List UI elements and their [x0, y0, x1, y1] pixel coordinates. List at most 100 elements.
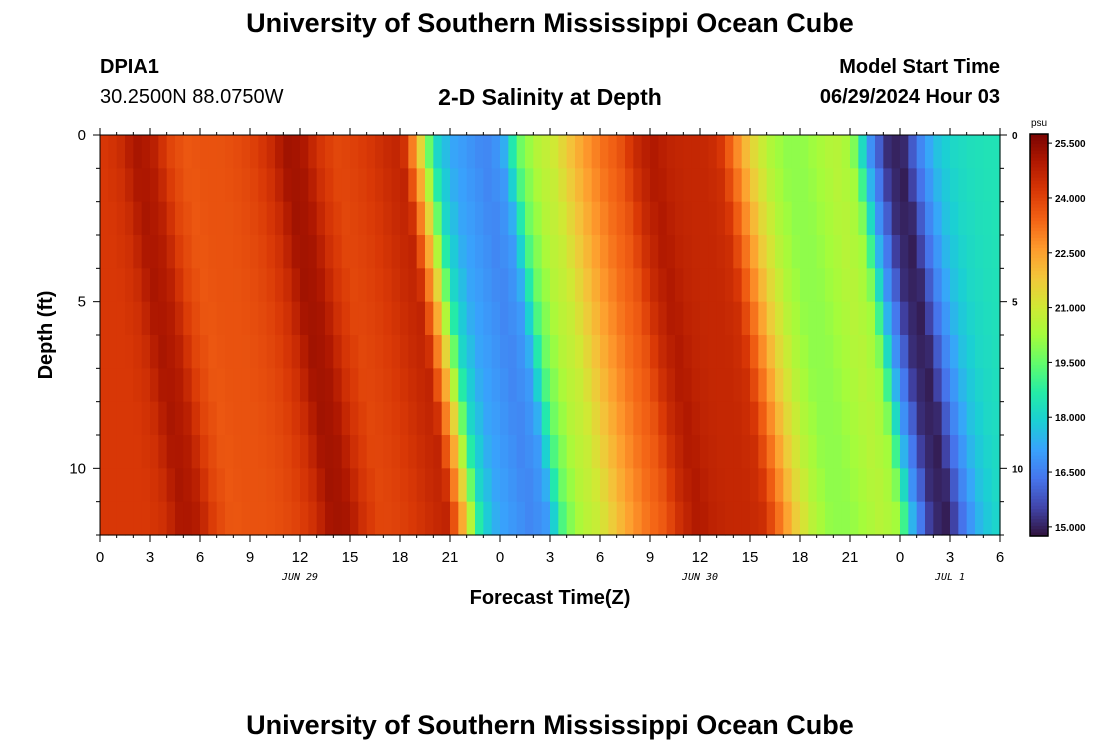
- heatmap-cell: [525, 168, 534, 203]
- x-tick-label: 21: [442, 549, 459, 566]
- heatmap-cell: [783, 135, 793, 169]
- heatmap-cell: [950, 201, 959, 236]
- heatmap-cell: [200, 268, 209, 303]
- heatmap-cell: [625, 335, 634, 369]
- heatmap-cell: [425, 168, 434, 203]
- colorbar-segment: [1030, 432, 1048, 437]
- heatmap-cell: [616, 401, 626, 436]
- heatmap-cell: [308, 501, 318, 536]
- heatmap-cell: [866, 168, 876, 203]
- colorbar-segment: [1030, 140, 1048, 145]
- salinity-heatmap-chart: 0 3 6 9 12 15 18 21 0 3 6 9 12 15 18 21 0 3 6 JUN 29 JUN 30 J…: [35, 118, 1086, 609]
- heatmap-cell: [816, 301, 826, 336]
- colorbar-tick-label: 22.500: [1055, 249, 1086, 260]
- heatmap-cell: [600, 201, 609, 236]
- heatmap-cell: [416, 401, 426, 436]
- heatmap-cell: [733, 168, 743, 203]
- heatmap-cell: [800, 401, 809, 436]
- heatmap-cell: [650, 335, 659, 369]
- heatmap-cell: [350, 401, 359, 436]
- heatmap-cell: [725, 401, 734, 436]
- heatmap-cell: [591, 301, 601, 336]
- heatmap-cell: [175, 335, 184, 369]
- heatmap-cell: [566, 435, 576, 469]
- heatmap-cell: [200, 368, 209, 403]
- heatmap-cell: [566, 401, 576, 436]
- x-tick-label: 18: [392, 549, 409, 566]
- heatmap-cell: [258, 135, 268, 169]
- heatmap-cell: [825, 168, 834, 203]
- heatmap-cell: [175, 268, 184, 303]
- x-tick-label: 21: [842, 549, 859, 566]
- heatmap-cell: [141, 368, 151, 403]
- heatmap-cell: [150, 135, 159, 169]
- heatmap-cell: [691, 468, 701, 503]
- heatmap-cell: [533, 401, 543, 436]
- heatmap-cell: [941, 401, 951, 436]
- heatmap-cell: [408, 468, 418, 503]
- heatmap-cell: [908, 435, 918, 469]
- heatmap-cell: [983, 501, 993, 536]
- heatmap-cell: [233, 201, 243, 236]
- heatmap-cell: [883, 301, 893, 336]
- heatmap-cell: [191, 401, 201, 436]
- heatmap-cell: [916, 135, 926, 169]
- heatmap-cell: [283, 468, 293, 503]
- heatmap-cell: [791, 201, 801, 236]
- heatmap-cell: [575, 135, 584, 169]
- heatmap-cell: [425, 335, 434, 369]
- heatmap-cell: [516, 501, 526, 536]
- heatmap-cell: [766, 168, 776, 203]
- heatmap-cell: [550, 268, 559, 303]
- heatmap-cell: [575, 168, 584, 203]
- heatmap-cell: [691, 135, 701, 169]
- heatmap-cell: [808, 435, 818, 469]
- heatmap-cell: [783, 235, 793, 269]
- heatmap-cell: [125, 235, 134, 269]
- heatmap-cell: [350, 135, 359, 169]
- colorbar-segment: [1030, 385, 1048, 390]
- heatmap-cell: [633, 135, 643, 169]
- heatmap-cell: [700, 401, 709, 436]
- heatmap-cell: [266, 301, 276, 336]
- heatmap-cell: [925, 335, 934, 369]
- heatmap-cell: [725, 468, 734, 503]
- heatmap-cell: [841, 268, 851, 303]
- heatmap-cell: [700, 368, 709, 403]
- heatmap-cell: [783, 401, 793, 436]
- colorbar-segment: [1030, 529, 1048, 534]
- heatmap-cell: [975, 268, 984, 303]
- heatmap-cell: [108, 201, 118, 236]
- heatmap-cell: [258, 301, 268, 336]
- colorbar-frame: [1029, 133, 1049, 537]
- heatmap-cell: [741, 135, 751, 169]
- heatmap-cell: [466, 368, 476, 403]
- heatmap-cell: [758, 168, 768, 203]
- heatmap-cell: [850, 401, 859, 436]
- heatmap-cell: [975, 168, 984, 203]
- heatmap-cell: [683, 368, 693, 403]
- heatmap-cell: [600, 501, 609, 536]
- heatmap-cell: [916, 435, 926, 469]
- heatmap-cell: [216, 501, 226, 536]
- heatmap-cell: [675, 335, 684, 369]
- heatmap-cell: [783, 468, 793, 503]
- heatmap-cell: [216, 268, 226, 303]
- heatmap-cell: [325, 468, 334, 503]
- colorbar-segment: [1030, 187, 1048, 192]
- heatmap-cell: [650, 468, 659, 503]
- heatmap-cell: [891, 468, 901, 503]
- heatmap-cell: [633, 368, 643, 403]
- heatmap-cell: [375, 168, 384, 203]
- heatmap-cell: [575, 468, 584, 503]
- heatmap-cell: [716, 268, 726, 303]
- heatmap-cell: [450, 401, 459, 436]
- x-tick-label: 3: [146, 549, 154, 566]
- colorbar-segment: [1030, 489, 1048, 494]
- heatmap-cell: [208, 135, 218, 169]
- heatmap-cell: [966, 235, 976, 269]
- colorbar-segment: [1030, 241, 1048, 246]
- page-title: University of Southern Mississippi Ocean…: [246, 8, 854, 38]
- heatmap-cell: [516, 335, 526, 369]
- heatmap-cell: [616, 135, 626, 169]
